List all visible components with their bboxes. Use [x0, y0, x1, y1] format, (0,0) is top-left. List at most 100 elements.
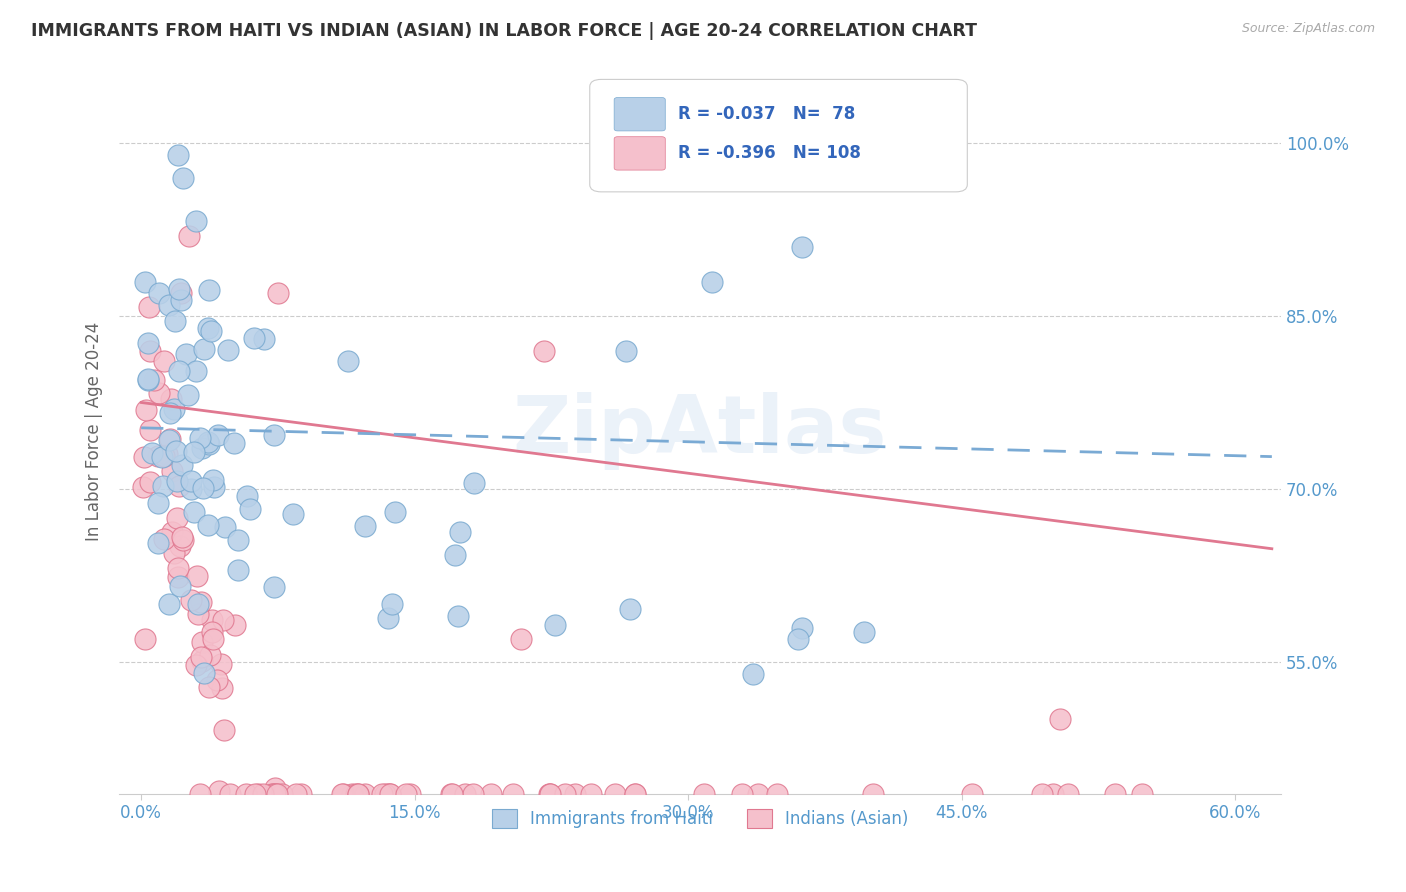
Point	[267, 286, 290, 301]
Point	[447, 608, 470, 623]
Point	[172, 530, 194, 544]
Point	[444, 548, 467, 562]
Point	[207, 427, 229, 442]
Point	[138, 373, 160, 387]
Point	[1042, 787, 1064, 801]
Point	[538, 787, 561, 801]
Point	[180, 592, 202, 607]
Point	[554, 787, 576, 801]
Point	[167, 282, 190, 296]
Point	[150, 450, 173, 465]
Point	[1049, 712, 1071, 726]
Point	[136, 372, 159, 386]
Point	[139, 343, 162, 358]
Point	[603, 787, 626, 801]
Y-axis label: In Labor Force | Age 20-24: In Labor Force | Age 20-24	[86, 322, 103, 541]
Point	[170, 286, 193, 301]
Point	[190, 787, 212, 801]
Point	[187, 607, 209, 621]
Point	[190, 650, 212, 665]
Point	[441, 787, 464, 801]
Point	[134, 632, 156, 646]
Point	[263, 580, 285, 594]
Point	[167, 570, 190, 584]
Point	[242, 331, 264, 345]
Point	[146, 449, 169, 463]
Point	[193, 666, 215, 681]
Point	[198, 437, 221, 451]
Point	[440, 787, 463, 801]
Point	[700, 275, 723, 289]
Point	[354, 787, 377, 801]
Point	[183, 444, 205, 458]
Point	[235, 489, 257, 503]
Point	[170, 458, 193, 472]
FancyBboxPatch shape	[614, 97, 665, 131]
Point	[346, 787, 368, 801]
Point	[174, 346, 197, 360]
Point	[132, 480, 155, 494]
Point	[399, 787, 422, 801]
Point	[354, 519, 377, 533]
Point	[252, 787, 274, 801]
Point	[138, 424, 160, 438]
Point	[138, 300, 160, 314]
Point	[141, 446, 163, 460]
Text: IMMIGRANTS FROM HAITI VS INDIAN (ASIAN) IN LABOR FORCE | AGE 20-24 CORRELATION C: IMMIGRANTS FROM HAITI VS INDIAN (ASIAN) …	[31, 22, 977, 40]
Point	[1132, 787, 1154, 801]
Point	[180, 482, 202, 496]
Point	[960, 787, 983, 801]
Point	[201, 613, 224, 627]
Point	[159, 406, 181, 420]
Point	[862, 787, 884, 801]
Point	[381, 597, 404, 611]
Point	[191, 441, 214, 455]
Point	[162, 465, 184, 479]
Point	[224, 618, 246, 632]
Point	[226, 533, 249, 547]
Point	[790, 240, 813, 254]
Point	[197, 518, 219, 533]
Point	[792, 621, 814, 635]
Point	[281, 507, 304, 521]
Point	[374, 787, 396, 801]
Point	[152, 449, 174, 463]
Point	[162, 524, 184, 539]
Point	[160, 392, 183, 407]
Point	[156, 447, 179, 461]
Point	[262, 787, 284, 801]
Point	[135, 403, 157, 417]
Point	[377, 787, 399, 801]
Point	[132, 450, 155, 464]
Point	[564, 787, 586, 801]
Point	[186, 569, 208, 583]
Point	[537, 787, 560, 801]
FancyBboxPatch shape	[589, 79, 967, 192]
Point	[177, 388, 200, 402]
Point	[167, 148, 190, 162]
Point	[180, 474, 202, 488]
Point	[159, 432, 181, 446]
Point	[157, 433, 180, 447]
Point	[197, 435, 219, 450]
Point	[209, 657, 232, 671]
Text: R = -0.037   N=  78: R = -0.037 N= 78	[678, 105, 855, 123]
Point	[204, 480, 226, 494]
Point	[693, 787, 716, 801]
Point	[342, 787, 364, 801]
Point	[330, 787, 353, 801]
Point	[263, 428, 285, 442]
Point	[263, 787, 285, 801]
Point	[165, 443, 187, 458]
Point	[450, 525, 472, 540]
Point	[191, 482, 214, 496]
Point	[377, 611, 399, 625]
Point	[207, 784, 229, 798]
Point	[509, 632, 531, 646]
Point	[201, 624, 224, 639]
Point	[146, 496, 169, 510]
Point	[198, 283, 221, 297]
Point	[224, 435, 246, 450]
Point	[169, 579, 191, 593]
Text: Source: ZipAtlas.com: Source: ZipAtlas.com	[1241, 22, 1375, 36]
